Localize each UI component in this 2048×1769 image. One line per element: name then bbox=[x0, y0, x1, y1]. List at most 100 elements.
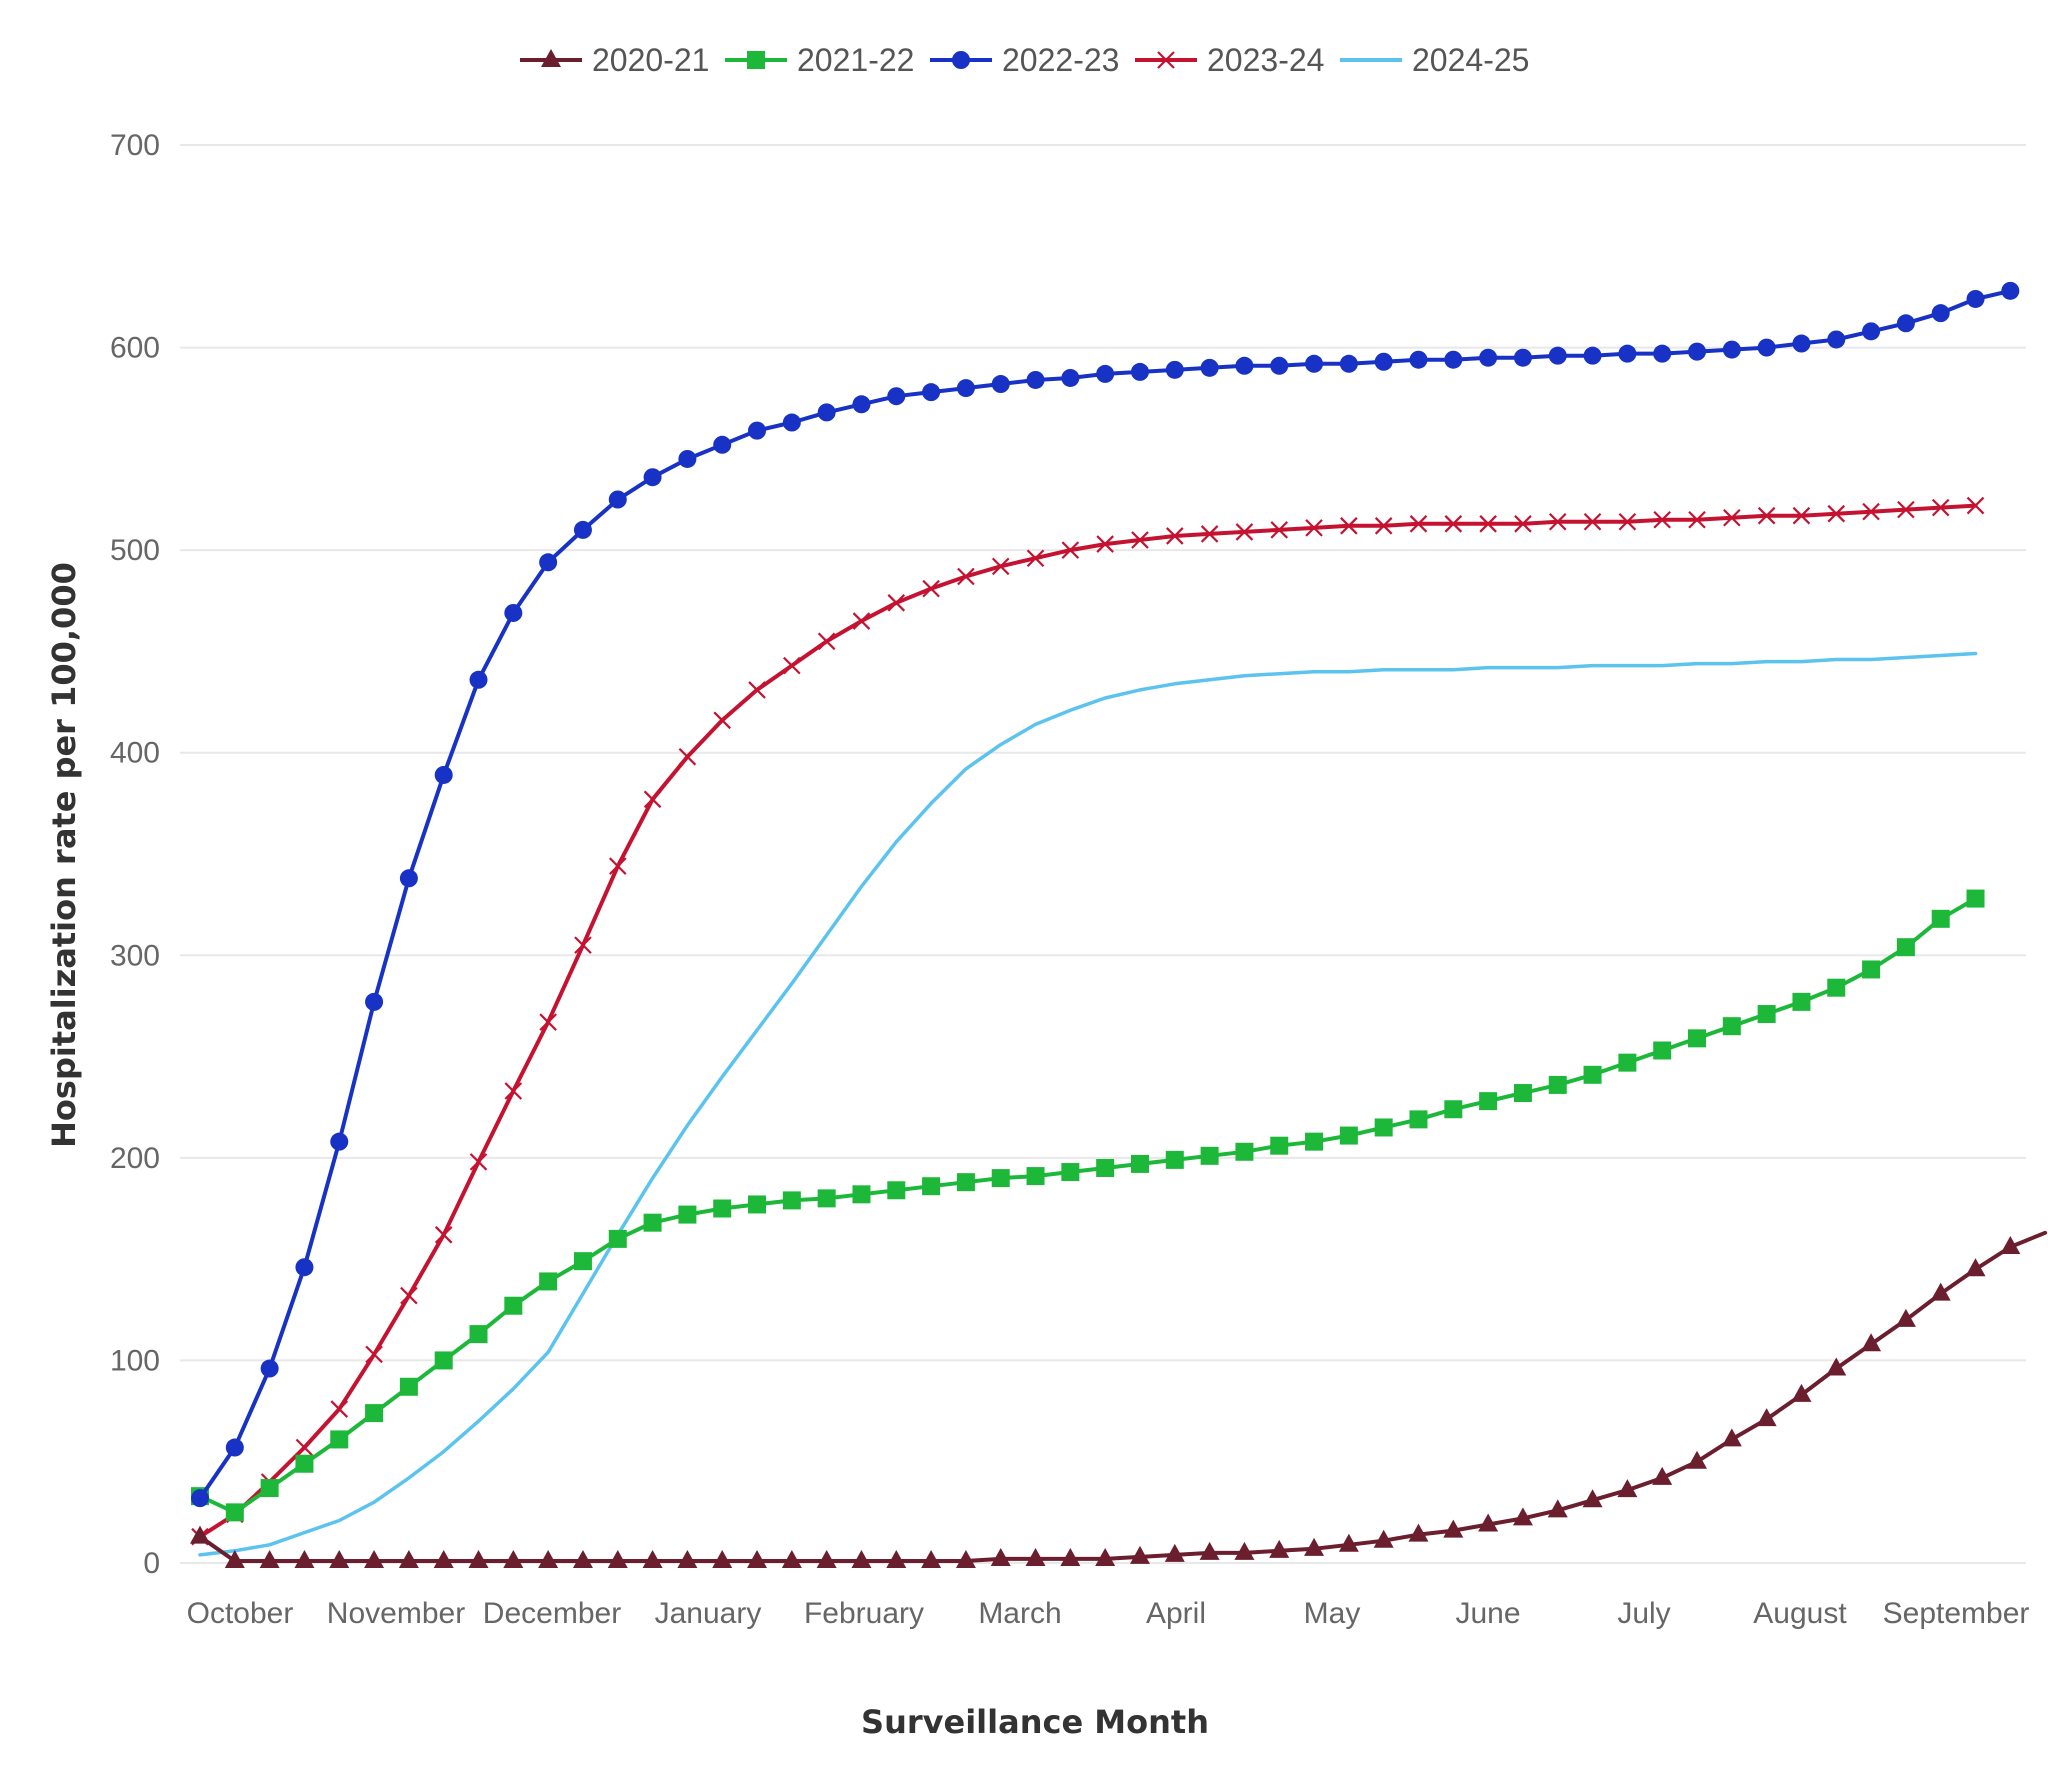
data-point bbox=[713, 1199, 732, 1218]
series-2020-21 bbox=[190, 1230, 2048, 1568]
data-point bbox=[2000, 1235, 2021, 1254]
data-point bbox=[643, 1213, 662, 1232]
data-point bbox=[1026, 370, 1045, 389]
data-point bbox=[1374, 352, 1393, 371]
x-tick-label: September bbox=[1883, 1597, 2030, 1630]
data-point bbox=[1617, 1479, 1638, 1498]
series-line bbox=[198, 503, 1978, 1539]
series-2023-24 bbox=[191, 496, 1985, 1546]
data-point bbox=[1235, 523, 1254, 541]
data-point bbox=[503, 1549, 524, 1568]
data-point bbox=[1653, 344, 1672, 363]
data-point bbox=[434, 765, 453, 784]
data-point bbox=[747, 51, 765, 69]
data-point bbox=[330, 1400, 349, 1418]
x-tick-label: June bbox=[1455, 1597, 1520, 1630]
data-point bbox=[573, 520, 592, 539]
x-tick-label: April bbox=[1146, 1597, 1206, 1630]
data-point bbox=[783, 656, 801, 675]
data-point bbox=[1443, 1519, 1464, 1538]
legend-label: 2022-23 bbox=[1002, 42, 1119, 78]
data-point bbox=[539, 553, 558, 572]
y-tick-label: 600 bbox=[110, 332, 160, 365]
data-point bbox=[887, 594, 906, 612]
data-point bbox=[469, 1325, 488, 1344]
data-point bbox=[329, 1549, 350, 1568]
data-point bbox=[1305, 354, 1324, 373]
data-point bbox=[504, 1082, 523, 1100]
data-point bbox=[1896, 938, 1915, 957]
data-point bbox=[1548, 346, 1567, 365]
data-point bbox=[1409, 515, 1428, 533]
data-point bbox=[677, 1549, 698, 1568]
data-point bbox=[782, 413, 801, 432]
data-point bbox=[1583, 1065, 1602, 1084]
y-axis-ticks: 0 100 200 300 400 500 600 700 bbox=[110, 129, 160, 1580]
data-point bbox=[887, 1181, 906, 1200]
data-point bbox=[365, 1345, 383, 1364]
data-point bbox=[1165, 1150, 1184, 1169]
data-point bbox=[260, 1359, 279, 1378]
series-group bbox=[190, 281, 2048, 1568]
data-point bbox=[817, 403, 836, 422]
data-point bbox=[469, 670, 488, 689]
data-point bbox=[1897, 500, 1915, 519]
data-point bbox=[1305, 1132, 1324, 1151]
data-point bbox=[224, 1549, 245, 1568]
data-point bbox=[539, 1013, 557, 1031]
data-point bbox=[1930, 1282, 1951, 1301]
data-point bbox=[1444, 515, 1463, 533]
data-point bbox=[1966, 889, 1985, 908]
x-axis-title: Surveillance Month bbox=[861, 1703, 1209, 1741]
data-point bbox=[1409, 1110, 1428, 1129]
data-point bbox=[1061, 541, 1080, 559]
data-point bbox=[1026, 1167, 1045, 1186]
data-point bbox=[712, 1549, 733, 1568]
y-axis-title: Hospitalization rate per 100,000 bbox=[45, 562, 83, 1148]
data-point bbox=[1757, 338, 1776, 357]
data-point bbox=[1270, 1136, 1289, 1155]
series-2022-23 bbox=[191, 281, 2020, 1508]
data-point bbox=[1340, 517, 1358, 535]
legend-item: 2021-22 bbox=[725, 42, 914, 78]
data-point bbox=[1514, 515, 1532, 533]
data-point bbox=[1479, 1092, 1498, 1111]
data-point bbox=[191, 1489, 209, 1508]
data-point bbox=[434, 1351, 453, 1370]
series-line bbox=[198, 651, 1978, 1557]
data-point bbox=[1862, 502, 1880, 521]
data-point bbox=[572, 1549, 593, 1568]
data-point bbox=[1653, 510, 1671, 529]
data-point bbox=[1688, 510, 1706, 529]
data-point bbox=[1234, 1541, 1255, 1560]
data-point bbox=[1722, 1017, 1741, 1036]
data-point bbox=[1200, 525, 1219, 543]
data-point bbox=[433, 1549, 454, 1568]
data-point bbox=[1583, 346, 1602, 365]
data-point bbox=[190, 1525, 210, 1544]
data-point bbox=[816, 1549, 837, 1568]
data-point bbox=[1791, 1383, 1812, 1402]
data-point bbox=[678, 747, 697, 766]
data-point bbox=[748, 1195, 767, 1214]
data-point bbox=[1582, 1489, 1603, 1508]
data-point bbox=[1165, 360, 1184, 379]
data-point bbox=[747, 1549, 768, 1568]
data-point bbox=[851, 1549, 872, 1568]
data-point bbox=[1269, 1539, 1290, 1558]
data-point bbox=[817, 1189, 836, 1208]
data-point bbox=[225, 1438, 244, 1457]
data-point bbox=[642, 1549, 663, 1568]
series-line bbox=[198, 1230, 2048, 1563]
data-point bbox=[1479, 348, 1498, 367]
x-tick-label: May bbox=[1304, 1597, 1361, 1630]
x-tick-label: August bbox=[1753, 1597, 1847, 1630]
legend-item: 2020-21 bbox=[520, 42, 709, 78]
data-point bbox=[678, 1205, 697, 1224]
series-2021-22 bbox=[191, 889, 1985, 1522]
data-point bbox=[295, 1438, 314, 1457]
data-point bbox=[607, 1549, 628, 1568]
data-point bbox=[781, 1549, 802, 1568]
legend-label: 2020-21 bbox=[592, 42, 709, 78]
data-point bbox=[1199, 1541, 1220, 1560]
